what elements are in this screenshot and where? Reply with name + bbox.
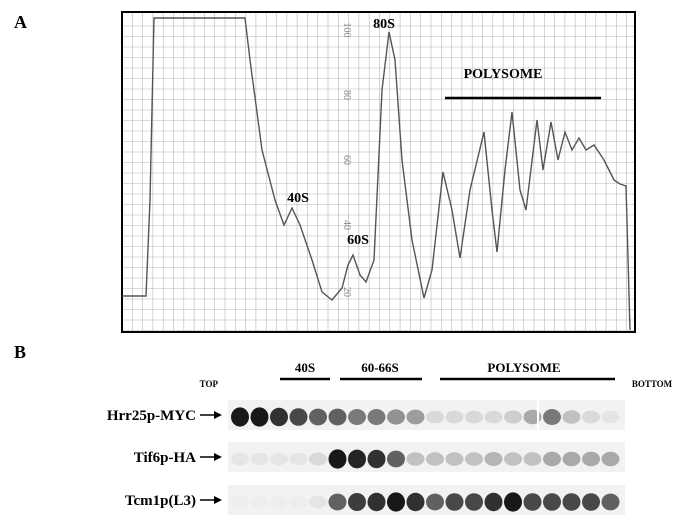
scale-label: 40 — [341, 220, 352, 230]
blot-band — [251, 496, 269, 508]
blot-band — [504, 452, 522, 466]
blot-band — [543, 452, 561, 466]
blot-band — [329, 494, 347, 511]
blot-band — [602, 494, 620, 511]
fraction-label: 60-66S — [361, 360, 399, 375]
blot-band — [231, 453, 249, 465]
blot-band — [309, 409, 327, 426]
blot-band — [485, 493, 503, 511]
blot-band — [563, 493, 581, 511]
blot-band — [368, 450, 386, 468]
blot-band — [582, 411, 600, 424]
blot-band — [426, 452, 444, 466]
blot-band — [504, 492, 522, 511]
peak-label: 80S — [373, 17, 395, 32]
polysome-label: POLYSOME — [464, 67, 543, 82]
panel-label: A — [14, 12, 27, 32]
blot-band — [446, 411, 464, 424]
blot-band — [348, 409, 366, 425]
blot-band — [231, 407, 249, 426]
blot-band — [582, 452, 600, 466]
blot-band — [290, 408, 308, 426]
blot-band — [329, 409, 347, 426]
blot-band — [485, 411, 503, 424]
arrow-head — [214, 411, 222, 419]
blot-band — [426, 494, 444, 511]
scale-label: 20 — [341, 287, 352, 297]
blot-band — [270, 453, 288, 465]
fraction-label: POLYSOME — [487, 360, 560, 375]
blot-band — [348, 450, 366, 469]
peak-label: 40S — [287, 191, 309, 206]
blot-band — [426, 411, 444, 424]
blot-band — [524, 493, 542, 511]
absorbance-trace — [122, 18, 630, 330]
bottom-label: BOTTOM — [632, 379, 673, 389]
panel-label: B — [14, 342, 26, 362]
blot-band — [465, 452, 483, 466]
blot-band — [329, 449, 347, 468]
row-label: Hrr25p-MYC — [107, 408, 196, 424]
blot-band — [407, 493, 425, 511]
blot-band — [563, 410, 581, 424]
blot-band — [446, 452, 464, 466]
blot-band — [309, 496, 327, 508]
blot-band — [602, 452, 620, 466]
blot-band — [524, 452, 542, 466]
blot-band — [465, 411, 483, 424]
blot-band — [348, 493, 366, 511]
blot-band — [290, 453, 308, 465]
scale-label: 60 — [341, 155, 352, 165]
blot-band — [465, 493, 483, 511]
blot-band — [251, 453, 269, 465]
blot-band — [504, 410, 522, 423]
blot-band — [563, 452, 581, 466]
blot-band — [368, 493, 386, 511]
blot-band — [543, 493, 561, 511]
blot-band — [368, 409, 386, 425]
scale-label: 100 — [341, 23, 352, 38]
scale-labels: 100 80 60 40 20 — [341, 23, 352, 298]
blot-band — [543, 409, 561, 425]
blot-band — [387, 451, 405, 468]
scale-label: 80 — [341, 90, 352, 100]
blot-band — [270, 496, 288, 508]
blot-band — [407, 452, 425, 466]
blot-band — [446, 493, 464, 511]
blot-band — [309, 453, 327, 466]
blot-band — [407, 410, 425, 425]
blots: Hrr25p-MYC Tif6p-HA Tcm1p(L3) — [107, 398, 625, 515]
blot-band — [251, 407, 269, 426]
arrow-head — [214, 496, 222, 504]
row-label: Tcm1p(L3) — [125, 493, 196, 509]
blot-band — [231, 496, 249, 508]
blot-band — [387, 409, 405, 424]
blot-band — [602, 411, 620, 423]
peak-label: 60S — [347, 233, 369, 248]
fraction-label: 40S — [295, 360, 315, 375]
blot-band — [485, 452, 503, 466]
figure: A 40S 60S 80S POLYSOME 100 80 60 40 20 B… — [0, 0, 679, 515]
row-label: Tif6p-HA — [134, 450, 196, 466]
blot-band — [290, 496, 308, 508]
blot-band — [387, 492, 405, 511]
arrow-head — [214, 453, 222, 461]
top-label: TOP — [200, 379, 219, 389]
blot-band — [270, 408, 288, 426]
blot-band — [582, 493, 600, 511]
